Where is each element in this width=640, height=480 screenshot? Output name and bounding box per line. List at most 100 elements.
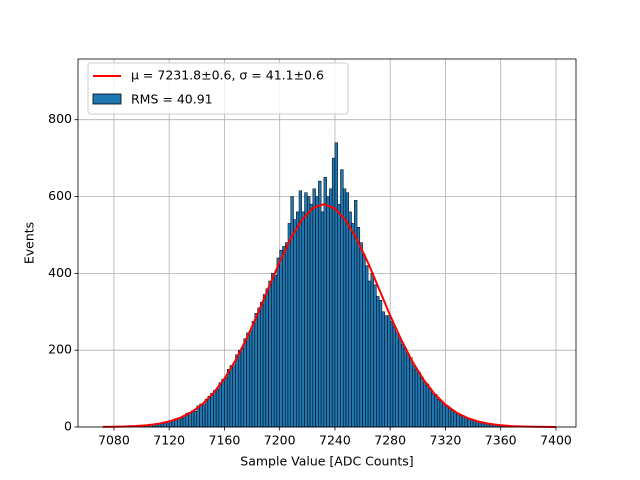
y-axis-label: Events (22, 222, 37, 264)
bar (423, 382, 427, 428)
bar (237, 349, 242, 428)
x-tick-label: 7280 (374, 433, 406, 448)
bar (439, 400, 443, 428)
bar (257, 307, 261, 428)
bar (387, 315, 391, 428)
bar (171, 420, 175, 428)
bar (434, 394, 438, 428)
bar (232, 364, 236, 428)
x-tick-label: 7400 (540, 433, 572, 448)
x-tick-label: 7320 (430, 433, 462, 448)
bar (293, 219, 297, 428)
bar (442, 404, 446, 428)
bar (401, 344, 405, 428)
fit-line (102, 203, 556, 428)
bars (108, 142, 535, 428)
x-tick-label: 7360 (485, 433, 517, 448)
plot-frame (77, 58, 577, 428)
bar (356, 227, 361, 428)
bar (389, 321, 394, 428)
x-tick-label: 7160 (209, 433, 241, 448)
bar (470, 419, 474, 428)
y-tick-label: 0 (64, 419, 72, 434)
x-tick-label: 7080 (98, 433, 130, 448)
bar (428, 388, 432, 428)
bar (298, 190, 303, 428)
bar (235, 354, 239, 428)
bar (243, 338, 247, 428)
bar (290, 196, 294, 428)
bar (329, 188, 333, 428)
foreground: 7080 7120 7160 7200 7240 7280 7320 7360 7400 0 200… (48, 58, 577, 448)
bar (318, 180, 322, 428)
x-axis-label: Sample Value [ADC Counts] (240, 454, 413, 469)
bar (271, 273, 275, 428)
bar (246, 332, 250, 428)
bar (315, 196, 319, 428)
bar (326, 196, 330, 428)
bar (378, 299, 383, 428)
bar (414, 369, 419, 428)
bar (420, 376, 424, 428)
bar (384, 315, 388, 428)
legend-box (87, 62, 349, 115)
bar (309, 203, 314, 428)
bar (240, 348, 245, 428)
bar (359, 242, 363, 428)
bar (412, 365, 416, 428)
bar (215, 389, 220, 428)
bar (447, 408, 452, 428)
bar (204, 399, 209, 428)
bar (398, 338, 402, 428)
bar (284, 242, 289, 428)
bar (312, 188, 316, 428)
bar (459, 415, 463, 428)
bar (207, 396, 211, 428)
bar (340, 169, 344, 428)
bar (229, 365, 233, 428)
bar (301, 211, 305, 428)
bar (365, 265, 369, 428)
legend-patch (92, 93, 122, 105)
bar (279, 250, 283, 428)
bar (403, 348, 408, 428)
bar (188, 412, 192, 428)
bar (376, 296, 380, 428)
x-tick-label: 7240 (319, 433, 351, 448)
bar (436, 399, 441, 428)
bar (431, 392, 435, 428)
bar (221, 379, 225, 428)
y-tick-label: 200 (48, 342, 72, 357)
bar (307, 196, 311, 428)
bar (304, 192, 308, 428)
bar (273, 275, 278, 428)
bar (202, 404, 206, 428)
bar (191, 410, 195, 428)
bar (320, 211, 325, 428)
bar (193, 411, 198, 428)
bar (265, 288, 269, 428)
y-tick-label: 600 (48, 188, 72, 203)
bar (351, 223, 355, 428)
bar (296, 211, 300, 428)
bar (392, 326, 396, 428)
bar (287, 223, 291, 428)
bar (456, 412, 460, 428)
x-tick-label: 7200 (264, 433, 296, 448)
bar (334, 142, 338, 428)
bar (409, 357, 413, 428)
bar (417, 372, 421, 428)
bar (226, 369, 231, 428)
bar (348, 211, 352, 428)
bar (337, 203, 341, 428)
bar (481, 422, 485, 428)
bar (450, 409, 454, 428)
bar (445, 405, 449, 428)
bar (249, 330, 253, 428)
bar (251, 321, 256, 428)
bar (210, 392, 214, 428)
bar (425, 383, 430, 428)
bar (331, 157, 336, 428)
bar (218, 382, 222, 428)
